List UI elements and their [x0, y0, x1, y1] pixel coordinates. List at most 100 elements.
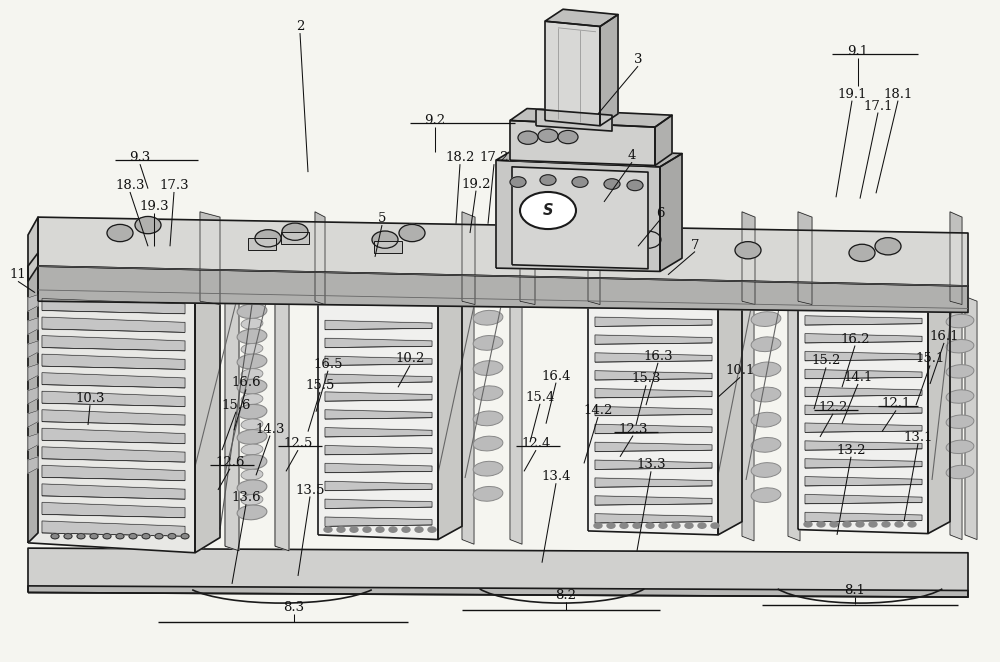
Ellipse shape — [241, 469, 263, 480]
Ellipse shape — [237, 304, 267, 318]
Circle shape — [635, 231, 661, 248]
Polygon shape — [536, 109, 612, 131]
Polygon shape — [805, 316, 922, 325]
Polygon shape — [660, 154, 682, 271]
Ellipse shape — [751, 463, 781, 477]
Polygon shape — [200, 212, 220, 305]
Polygon shape — [28, 586, 968, 597]
Polygon shape — [718, 291, 742, 535]
Polygon shape — [325, 499, 432, 508]
Ellipse shape — [473, 336, 503, 350]
Polygon shape — [496, 147, 682, 167]
Polygon shape — [545, 21, 600, 126]
Text: 16.5: 16.5 — [313, 357, 343, 371]
Ellipse shape — [473, 461, 503, 476]
Polygon shape — [928, 293, 950, 534]
Circle shape — [103, 534, 111, 539]
Polygon shape — [788, 295, 800, 541]
Circle shape — [350, 527, 358, 532]
Text: 16.2: 16.2 — [840, 332, 870, 346]
Circle shape — [711, 523, 719, 528]
Polygon shape — [28, 318, 38, 334]
Circle shape — [282, 223, 308, 240]
Circle shape — [908, 522, 916, 527]
Text: 14.3: 14.3 — [255, 422, 285, 436]
Polygon shape — [42, 336, 185, 351]
Polygon shape — [28, 364, 38, 381]
Polygon shape — [595, 406, 712, 416]
Polygon shape — [595, 496, 712, 505]
Text: 16.4: 16.4 — [541, 369, 571, 383]
Polygon shape — [42, 373, 185, 388]
Polygon shape — [28, 548, 968, 597]
Text: 10.1: 10.1 — [725, 364, 755, 377]
Polygon shape — [28, 248, 220, 283]
Polygon shape — [38, 217, 968, 286]
Polygon shape — [42, 465, 185, 481]
Polygon shape — [805, 387, 922, 397]
Text: 16.3: 16.3 — [643, 350, 673, 363]
Circle shape — [116, 534, 124, 539]
Text: 14.1: 14.1 — [843, 371, 873, 384]
Circle shape — [415, 527, 423, 532]
Ellipse shape — [241, 419, 263, 430]
Circle shape — [869, 522, 877, 527]
Text: 12.3: 12.3 — [618, 422, 648, 436]
Ellipse shape — [751, 412, 781, 427]
Text: 15.4: 15.4 — [525, 391, 555, 404]
Polygon shape — [325, 374, 432, 383]
Ellipse shape — [241, 394, 263, 404]
Circle shape — [540, 175, 556, 185]
Polygon shape — [42, 354, 185, 369]
Circle shape — [107, 224, 133, 242]
Text: 9.3: 9.3 — [129, 151, 151, 164]
Circle shape — [77, 534, 85, 539]
Polygon shape — [805, 369, 922, 379]
Ellipse shape — [751, 312, 781, 326]
Circle shape — [849, 244, 875, 261]
Circle shape — [698, 523, 706, 528]
Circle shape — [609, 236, 635, 254]
Text: 11: 11 — [10, 268, 26, 281]
Circle shape — [620, 523, 628, 528]
Polygon shape — [950, 212, 962, 305]
Polygon shape — [325, 481, 432, 491]
Polygon shape — [28, 217, 38, 281]
Circle shape — [672, 523, 680, 528]
Circle shape — [895, 522, 903, 527]
Text: 17.1: 17.1 — [863, 99, 893, 113]
Polygon shape — [42, 317, 185, 332]
Text: 18.3: 18.3 — [115, 179, 145, 192]
Ellipse shape — [946, 390, 974, 403]
Circle shape — [168, 534, 176, 539]
Circle shape — [90, 534, 98, 539]
Polygon shape — [325, 356, 432, 365]
Circle shape — [51, 534, 59, 539]
Circle shape — [594, 523, 602, 528]
Polygon shape — [595, 389, 712, 398]
Circle shape — [817, 522, 825, 527]
Circle shape — [572, 177, 588, 187]
Polygon shape — [805, 477, 922, 486]
Text: 13.5: 13.5 — [295, 483, 325, 496]
Text: 14.2: 14.2 — [583, 404, 613, 417]
Circle shape — [64, 534, 72, 539]
Circle shape — [363, 527, 371, 532]
Ellipse shape — [241, 444, 263, 455]
Text: 19.2: 19.2 — [461, 177, 491, 191]
Text: 15.2: 15.2 — [811, 354, 841, 367]
Polygon shape — [225, 286, 239, 551]
Polygon shape — [742, 212, 755, 305]
Polygon shape — [805, 512, 922, 522]
Polygon shape — [510, 293, 522, 544]
Polygon shape — [595, 460, 712, 469]
Ellipse shape — [473, 386, 503, 401]
Ellipse shape — [751, 387, 781, 402]
Polygon shape — [588, 299, 718, 535]
Polygon shape — [510, 120, 655, 166]
Text: 16.6: 16.6 — [231, 376, 261, 389]
Ellipse shape — [241, 318, 263, 329]
Circle shape — [830, 522, 838, 527]
Ellipse shape — [237, 404, 267, 419]
Circle shape — [875, 238, 901, 255]
